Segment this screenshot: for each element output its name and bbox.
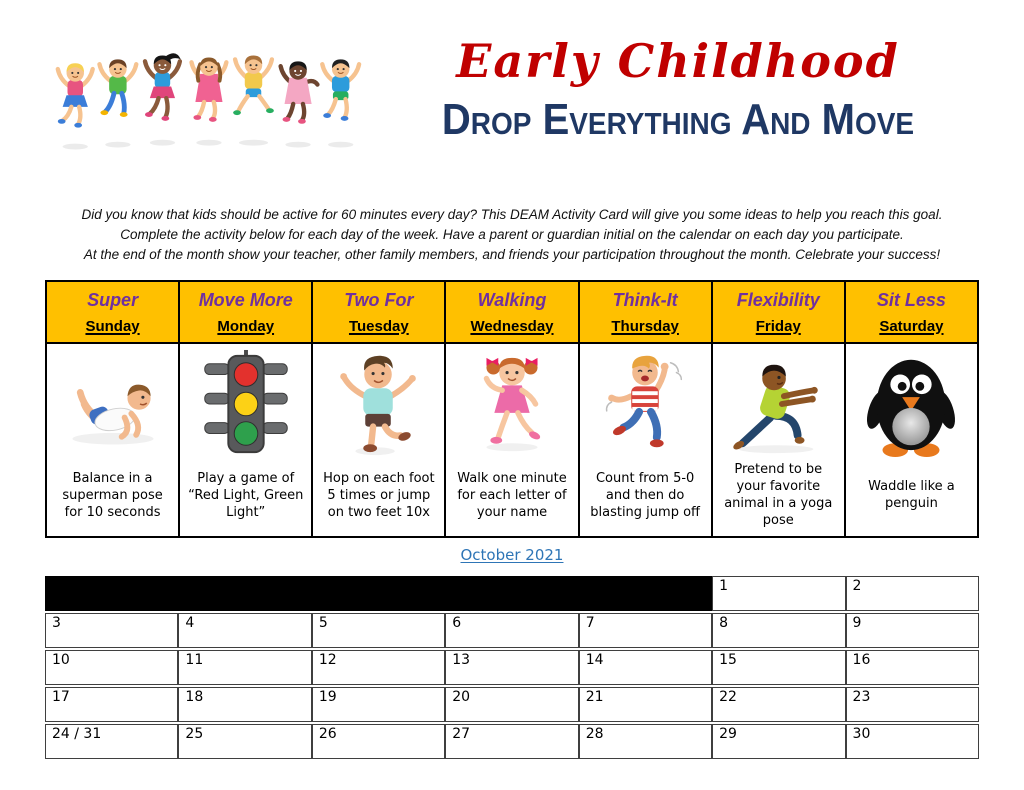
theme-label: Super	[87, 289, 139, 310]
day-label: Sunday	[85, 317, 140, 335]
day-label: Saturday	[879, 317, 944, 335]
day-label: Tuesday	[348, 317, 409, 335]
intro-line-1: Did you know that kids should be active …	[81, 207, 943, 222]
calendar-cell: 9	[845, 613, 979, 648]
activity-cell-thursday: Count from 5-0 and then do blasting jump…	[577, 342, 713, 538]
calendar-cell: 1	[712, 576, 846, 611]
subtitle: Early Childhood	[456, 34, 900, 88]
activity-description: Balance in a superman pose for 10 second…	[62, 470, 163, 520]
column-header-thursday: Think-It Thursday	[577, 280, 713, 344]
activity-cell-sunday: Balance in a superman pose for 10 second…	[44, 342, 181, 538]
intro-line-3: At the end of the month show your teache…	[83, 247, 941, 262]
calendar-cell: 10	[45, 650, 179, 685]
calendar-cell: 8	[712, 613, 846, 648]
page-title: Drop Everything And Move	[441, 96, 915, 144]
day-label: Wednesday	[470, 317, 554, 335]
activity-description: Walk one minute for each letter of your …	[457, 470, 567, 520]
calendar-week-row-3: 10 11 12 13 14 15 16	[45, 650, 979, 685]
calendar-cell: 15	[712, 650, 846, 685]
calendar-cell: 29	[712, 724, 846, 759]
column-header-saturday: Sit Less Saturday	[843, 280, 980, 344]
activity-description: Count from 5-0 and then do blasting jump…	[590, 470, 700, 520]
activity-description: Hop on each foot 5 times or jump on two …	[323, 470, 435, 520]
column-header-friday: Flexibility Friday	[710, 280, 846, 344]
theme-label: Flexibility	[736, 289, 820, 310]
column-header-wednesday: Walking Wednesday	[444, 280, 580, 344]
calendar-cell: 19	[311, 687, 446, 722]
activity-card-table: Super Sunday Move More Monday Two For Tu…	[44, 280, 980, 538]
calendar-cell: 17	[45, 687, 179, 722]
yoga-pose-boy-icon	[717, 347, 839, 461]
calendar-cell: 2	[845, 576, 979, 611]
column-header-tuesday: Two For Tuesday	[311, 280, 447, 344]
month-link[interactable]: October 2021	[460, 546, 564, 564]
calendar-week-row-4: 17 18 19 20 21 22 23	[45, 687, 979, 722]
activity-cell-tuesday: Hop on each foot 5 times or jump on two …	[311, 342, 447, 538]
activity-description: Waddle like a penguin	[868, 479, 955, 511]
activity-header-row: Super Sunday Move More Monday Two For Tu…	[44, 280, 980, 344]
theme-label: Two For	[344, 289, 414, 310]
day-label: Monday	[217, 317, 275, 335]
calendar-cell: 5	[311, 613, 446, 648]
calendar-grid: 1 2 3 4 5 6 7 8 9 10 11 12 13 14 15 16 1…	[45, 574, 979, 761]
column-header-monday: Move More Monday	[178, 280, 314, 344]
activity-description: Play a game of “Red Light, Green Light”	[188, 470, 304, 520]
calendar-cell: 18	[178, 687, 312, 722]
calendar-cell: 16	[845, 650, 979, 685]
penguin-icon	[852, 347, 970, 461]
month-label-wrap: October 2021	[0, 546, 1024, 565]
jumping-boy-icon	[584, 347, 706, 461]
calendar-cell: 11	[178, 650, 312, 685]
calendar-cell: 23	[845, 687, 979, 722]
calendar-cell: 25	[178, 724, 312, 759]
calendar-cell: 26	[311, 724, 446, 759]
theme-label: Walking	[477, 289, 547, 310]
activity-description: Pretend to be your favorite animal in a …	[724, 462, 833, 528]
superman-pose-icon	[52, 347, 174, 461]
activity-cell-saturday: Waddle like a penguin	[843, 342, 980, 538]
calendar-cell: 21	[578, 687, 713, 722]
intro-line-2: Complete the activity below for each day…	[120, 227, 904, 242]
calendar-cell: 24 / 31	[45, 724, 179, 759]
jumping-children-icon	[55, 53, 362, 150]
calendar-cell: 13	[445, 650, 579, 685]
activity-cell-friday: Pretend to be your favorite animal in a …	[710, 342, 846, 538]
day-label: Thursday	[611, 317, 679, 335]
activity-cell-monday: Play a game of “Red Light, Green Light”	[178, 342, 314, 538]
calendar-cell: 14	[578, 650, 713, 685]
calendar-cell: 4	[178, 613, 312, 648]
traffic-light-icon	[187, 347, 305, 461]
calendar-week-row-1: 1 2	[45, 576, 979, 611]
calendar-cell: 30	[845, 724, 979, 759]
intro-paragraph: Did you know that kids should be active …	[0, 205, 1024, 265]
activity-body-row: Balance in a superman pose for 10 second…	[44, 342, 980, 538]
calendar-cell: 28	[578, 724, 713, 759]
calendar-cell: 12	[311, 650, 446, 685]
calendar-week-row-5: 24 / 31 25 26 27 28 29 30	[45, 724, 979, 759]
redacted-bar	[45, 576, 713, 611]
activity-cell-wednesday: Walk one minute for each letter of your …	[444, 342, 580, 538]
theme-label: Move More	[198, 289, 293, 310]
calendar-cell: 27	[445, 724, 579, 759]
title-block: Early Childhood Drop Everything And Move	[378, 34, 978, 144]
theme-label: Think-It	[612, 289, 678, 310]
calendar-cell: 6	[445, 613, 579, 648]
calendar-week-row-2: 3 4 5 6 7 8 9	[45, 613, 979, 648]
calendar-cell: 7	[578, 613, 713, 648]
day-label: Friday	[755, 317, 801, 335]
hopping-boy-icon	[318, 347, 440, 461]
calendar-cell: 20	[445, 687, 579, 722]
column-header-sunday: Super Sunday	[44, 280, 181, 344]
calendar-cell: 22	[712, 687, 846, 722]
calendar-cell: 3	[45, 613, 179, 648]
walking-girl-icon	[451, 347, 573, 461]
theme-label: Sit Less	[876, 289, 946, 310]
jumping-children-illustration	[52, 40, 362, 164]
